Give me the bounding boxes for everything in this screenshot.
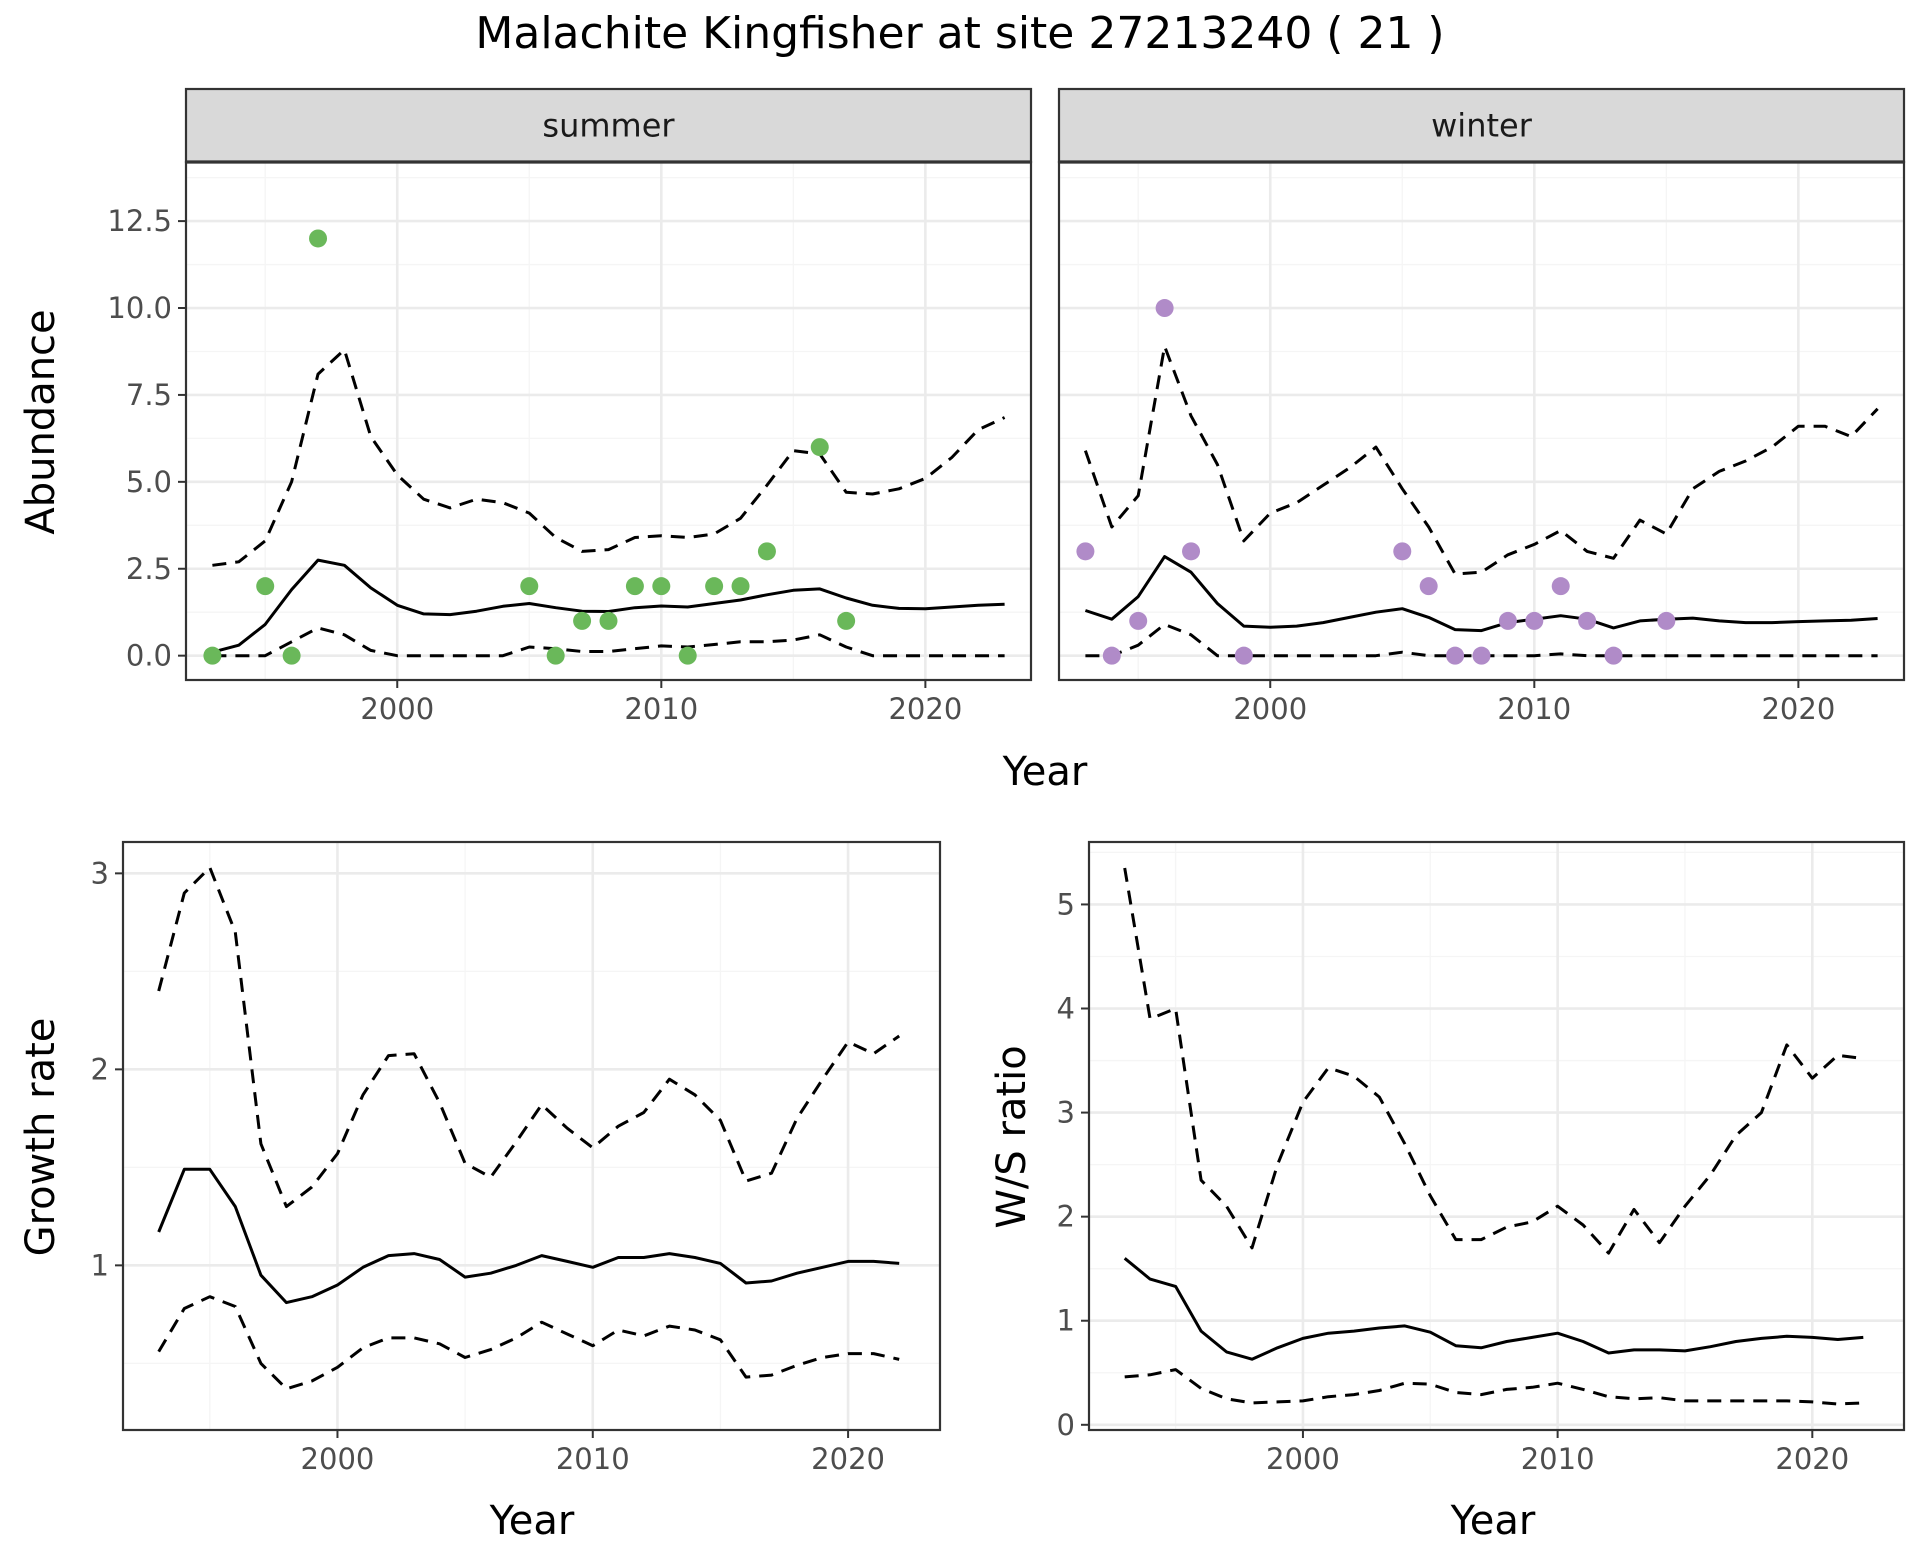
x-tick-label: 2010 xyxy=(1521,1442,1595,1476)
ws-y-axis-title: W/S ratio xyxy=(989,1045,1035,1228)
data-point xyxy=(678,646,697,665)
data-point xyxy=(1472,646,1491,665)
data-point xyxy=(520,577,539,596)
series-line-lower-bound xyxy=(1124,1368,1864,1406)
x-tick-label: 2010 xyxy=(624,692,698,726)
plot-background xyxy=(1089,842,1904,1430)
figure-title: Malachite Kingfisher at site 27213240 ( … xyxy=(475,8,1444,59)
x-tick-label: 2000 xyxy=(360,692,434,726)
data-point xyxy=(573,611,592,630)
series-line-estimate xyxy=(212,558,1005,654)
x-tick-label: 2020 xyxy=(1775,1442,1849,1476)
y-tick-label: 5.0 xyxy=(126,465,172,499)
x-tick-label: 2010 xyxy=(1497,692,1571,726)
data-point xyxy=(1102,646,1121,665)
facet-strip xyxy=(184,87,1033,164)
x-tick-label: 2020 xyxy=(888,692,962,726)
series-line-estimate xyxy=(157,1167,900,1305)
y-tick-label: 3 xyxy=(1057,1096,1075,1130)
y-tick-label: 1 xyxy=(91,1248,109,1282)
growth-x-axis-title: Year xyxy=(489,1498,575,1544)
data-point xyxy=(1551,577,1570,596)
y-tick-label: 1 xyxy=(1057,1304,1075,1338)
data-point xyxy=(1419,577,1438,596)
growth-y-axis-title: Growth rate xyxy=(18,1018,64,1257)
y-tick-label: 2 xyxy=(1057,1200,1075,1234)
data-point xyxy=(810,438,829,457)
data-point xyxy=(731,577,750,596)
plot-background xyxy=(1059,162,1904,680)
data-point xyxy=(1525,611,1544,630)
y-tick-label: 5 xyxy=(1057,887,1075,921)
y-tick-label: 7.5 xyxy=(126,378,172,412)
y-tick-label: 2.5 xyxy=(126,552,172,586)
x-tick-label: 2000 xyxy=(1266,1442,1340,1476)
plot-background xyxy=(123,842,940,1430)
x-tick-label: 2010 xyxy=(556,1442,630,1476)
data-point xyxy=(705,577,724,596)
y-tick-label: 0 xyxy=(1057,1408,1075,1442)
series-line-lower-bound xyxy=(157,1295,900,1391)
ws-x-axis-title: Year xyxy=(1450,1498,1536,1544)
y-tick-label: 0.0 xyxy=(126,639,172,673)
x-tick-label: 2020 xyxy=(1761,692,1835,726)
facet-strip-label: summer xyxy=(542,107,675,145)
top-x-axis-title: Year xyxy=(1002,749,1088,795)
data-point xyxy=(757,542,776,561)
series-line-upper-bound xyxy=(1083,344,1879,576)
series-line-lower-bound xyxy=(212,626,1005,658)
data-point xyxy=(837,611,856,630)
data-point xyxy=(1657,611,1676,630)
data-point xyxy=(546,646,565,665)
plot-background xyxy=(186,162,1031,680)
data-point xyxy=(652,577,671,596)
summer-panel: summer 2000 2010 2020 0.0 2.5 5.0 7.5 10.0 12.5 xyxy=(107,87,1033,726)
data-point xyxy=(1182,542,1201,561)
panel-border xyxy=(121,840,942,1432)
series-line-upper-bound xyxy=(157,866,901,1209)
y-tick-label: 10.0 xyxy=(107,291,172,325)
series-line-upper-bound xyxy=(1123,867,1864,1255)
series-line-upper-bound xyxy=(212,348,1006,567)
summer-y-axis-title: Abundance xyxy=(18,309,64,534)
winter-panel: winter 2000 2010 2020 xyxy=(1057,87,1906,726)
data-point xyxy=(599,611,618,630)
growth-rate-panel: 2000 2010 2020 1 2 3 xyxy=(91,840,942,1476)
data-point xyxy=(1498,611,1517,630)
data-point xyxy=(1155,299,1174,318)
y-tick-label: 4 xyxy=(1057,992,1075,1026)
data-point xyxy=(1076,542,1095,561)
data-point xyxy=(1234,646,1253,665)
data-point xyxy=(256,577,275,596)
data-point xyxy=(1604,646,1623,665)
series-line-estimate xyxy=(1123,1257,1864,1361)
data-point xyxy=(203,646,222,665)
data-point xyxy=(282,646,301,665)
facet-strip-label: winter xyxy=(1431,107,1533,145)
y-tick-label: 12.5 xyxy=(107,204,172,238)
x-tick-label: 2020 xyxy=(811,1442,885,1476)
y-tick-label: 2 xyxy=(91,1052,109,1086)
data-point xyxy=(309,229,328,248)
data-point xyxy=(1578,611,1597,630)
series-line-estimate xyxy=(1084,555,1878,633)
x-tick-label: 2000 xyxy=(1233,692,1307,726)
panel-border xyxy=(1087,840,1906,1432)
data-point xyxy=(1446,646,1465,665)
y-tick-label: 3 xyxy=(91,856,109,890)
data-point xyxy=(1129,611,1148,630)
data-point xyxy=(1393,542,1412,561)
x-tick-label: 2000 xyxy=(301,1442,375,1476)
data-point xyxy=(625,577,644,596)
ws-ratio-panel: 2000 2010 2020 0 1 2 3 4 5 xyxy=(1057,840,1906,1476)
